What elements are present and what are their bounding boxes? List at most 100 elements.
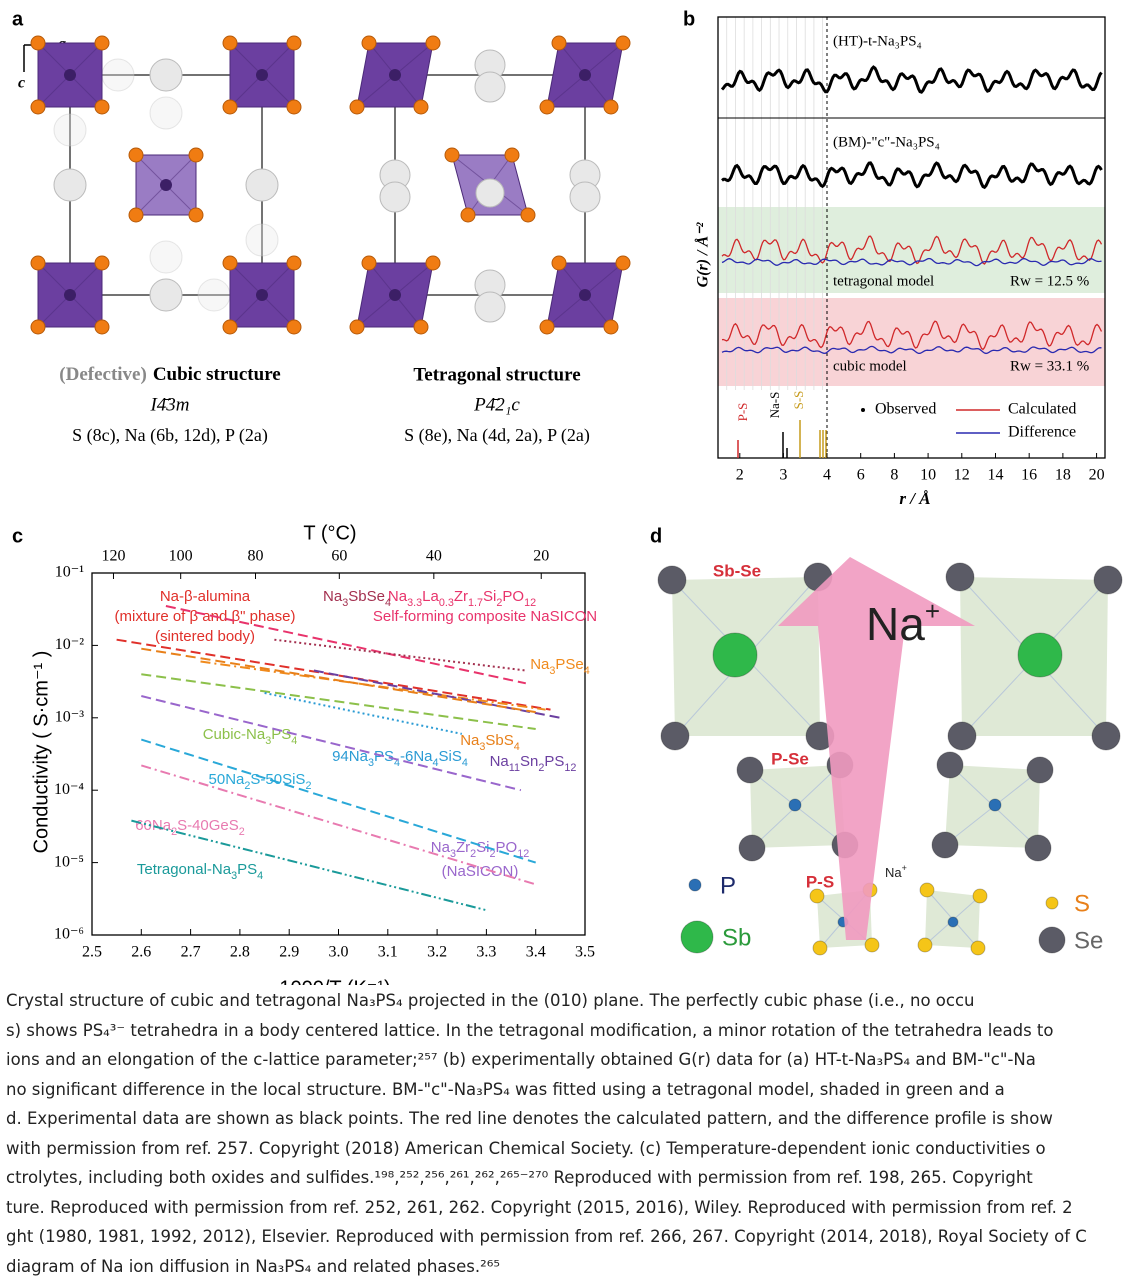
na-atom <box>102 59 134 91</box>
sites: S (8c), Na (6b, 12d), P (2a) <box>72 425 268 446</box>
top-tick-label: 40 <box>426 548 442 565</box>
y-tick-label: 10⁻² <box>55 636 84 653</box>
site-label: P-Se <box>771 749 809 768</box>
rw-label: Rw = 12.5 % <box>1010 273 1089 289</box>
s-atom <box>223 36 237 50</box>
corner-atom <box>971 941 985 955</box>
trace-label: (BM)-"c"-Na₃PS₄ <box>833 134 940 150</box>
x-tick-label: 3.5 <box>575 944 595 961</box>
s-atom <box>552 256 566 270</box>
na-atom <box>570 182 600 212</box>
y-tick-label: 10⁻¹ <box>55 564 84 581</box>
series-label: Na-β-alumina <box>160 588 251 605</box>
x-tick-label: 3.2 <box>427 944 447 961</box>
s-atom <box>31 320 45 334</box>
na-atom <box>54 169 86 201</box>
corner-atom <box>918 938 932 952</box>
legend-label: Se <box>1074 927 1103 954</box>
y-axis-label: G(r) / Å⁻² <box>694 221 712 287</box>
center-atom <box>1018 633 1062 677</box>
s-atom <box>95 36 109 50</box>
x-tick-label: 2.5 <box>82 944 102 961</box>
series-label: Na3PSe4 <box>530 656 590 677</box>
x-tick-label: 10 <box>920 467 936 484</box>
na-atom <box>380 182 410 212</box>
series-label: Na11Sn2PS12 <box>490 753 577 774</box>
peak-label: P-S <box>735 403 750 422</box>
p-atom <box>579 289 591 301</box>
s-atom <box>521 208 535 222</box>
y-tick-label: 10⁻⁴ <box>54 781 84 798</box>
ion: Na <box>885 865 902 880</box>
caption-line: diagram of Na ion diffusion in Na₃PS₄ an… <box>0 1252 1130 1281</box>
x-axis-label: 1000/T (K⁻¹) <box>279 977 390 985</box>
x-tick-label: 16 <box>1021 467 1037 484</box>
site-label: P-S <box>806 872 834 891</box>
legend-marker <box>681 921 713 953</box>
top-tick-label: 20 <box>533 548 549 565</box>
legend-marker <box>1039 927 1065 953</box>
structure-title: (Defective)Cubic structure <box>59 364 280 385</box>
series-label: Na3.3La0.3Zr1.7Si2PO12 <box>388 588 536 609</box>
s-atom <box>540 100 554 114</box>
p-atom <box>389 69 401 81</box>
y-tick-label: 10⁻⁶ <box>54 926 84 943</box>
s-atom <box>445 148 459 162</box>
s-atom <box>95 100 109 114</box>
caption-line: ght (1980, 1981, 1992, 2012), Elsevier. … <box>0 1222 1130 1252</box>
legend-label: Observed <box>875 401 936 418</box>
s-atom <box>616 256 630 270</box>
caption-line: s) shows PS₄³⁻ tetrahedra in a body cent… <box>0 1016 1130 1046</box>
corner-atom <box>1092 722 1120 750</box>
s-atom <box>95 320 109 334</box>
s-atom <box>31 256 45 270</box>
series-line <box>274 640 525 671</box>
s-atom <box>461 208 475 222</box>
s-atom <box>287 320 301 334</box>
center-atom <box>713 633 757 677</box>
s-atom <box>95 256 109 270</box>
s-atom <box>189 208 203 222</box>
na-atom <box>246 224 278 256</box>
panel-label: c <box>12 525 23 547</box>
corner-atom <box>932 832 958 858</box>
model-label: cubic model <box>833 358 907 374</box>
s-atom <box>189 148 203 162</box>
na-atom <box>475 292 505 322</box>
s-atom <box>223 256 237 270</box>
legend-marker <box>689 879 701 891</box>
s-atom <box>414 320 428 334</box>
corner-atom <box>865 938 879 952</box>
x-tick-label: 2.9 <box>279 944 299 961</box>
na-atom <box>150 59 182 91</box>
caption-line: no significant difference in the local s… <box>0 1075 1130 1105</box>
series-label: (mixture of β and β" phase) <box>115 608 296 625</box>
x-tick-label: 2.8 <box>230 944 250 961</box>
x-tick-label: 14 <box>987 467 1003 484</box>
corner-atom <box>1094 566 1122 594</box>
s-atom <box>616 36 630 50</box>
qualifier: (Defective) <box>59 364 147 385</box>
p-atom <box>389 289 401 301</box>
s-atom <box>31 100 45 114</box>
panel-label: b <box>683 8 695 30</box>
series-line <box>314 671 561 718</box>
na-atom <box>150 97 182 129</box>
caption: Crystal structure of cubic and tetragona… <box>0 986 1130 1281</box>
s-atom <box>287 100 301 114</box>
corner-atom <box>1025 835 1051 861</box>
s-atom <box>414 100 428 114</box>
peak-label: Na-S <box>767 392 782 419</box>
legend-label: S <box>1074 890 1090 917</box>
legend-label: Calculated <box>1008 401 1076 418</box>
top-tick-label: 60 <box>331 548 347 565</box>
s-atom <box>223 100 237 114</box>
series-label: Na3SbSe4 <box>323 588 391 609</box>
structure-title: Tetragonal structure <box>413 364 580 385</box>
ion-label: Na+ <box>866 596 940 650</box>
s-atom <box>604 320 618 334</box>
caption-line: ctrolytes, including both oxides and sul… <box>0 1163 1130 1193</box>
caption-line: ture. Reproduced with permission from re… <box>0 1193 1130 1223</box>
na-atom <box>475 72 505 102</box>
